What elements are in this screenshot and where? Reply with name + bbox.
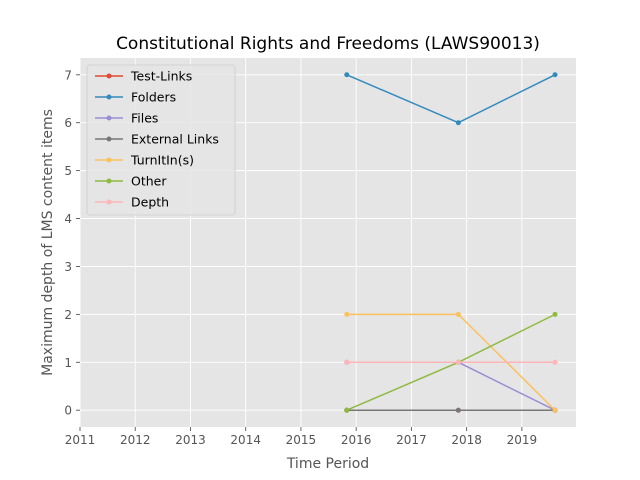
x-tick-label: 2013 <box>175 433 206 447</box>
y-axis-label: Maximum depth of LMS content items <box>40 109 56 376</box>
y-tick-label: 5 <box>64 164 72 178</box>
y-tick-label: 1 <box>64 356 72 370</box>
data-point <box>455 407 461 413</box>
y-tick-label: 0 <box>64 404 72 418</box>
series-group <box>344 72 558 413</box>
y-tick-label: 2 <box>64 308 72 322</box>
legend-label: Files <box>131 111 158 126</box>
legend-label: Depth <box>131 195 169 210</box>
legend-marker <box>106 157 112 163</box>
data-point <box>552 407 558 413</box>
x-tick-label: 2012 <box>120 433 151 447</box>
series-turnitin-s <box>344 311 558 413</box>
legend-label: Folders <box>131 90 176 105</box>
chart-title: Constitutional Rights and Freedoms (LAWS… <box>116 34 540 54</box>
data-point <box>344 311 350 317</box>
y-tick-label: 7 <box>64 68 72 82</box>
y-tick-label: 6 <box>64 116 72 130</box>
data-point <box>455 359 461 365</box>
series-folders <box>344 72 558 126</box>
ticks: 2011 2012 2013 2014 2015 2016 2017 2018 2019 0 1 2 3… <box>64 68 537 447</box>
legend-marker <box>106 73 112 79</box>
x-tick-label: 2016 <box>341 433 372 447</box>
x-tick-label: 2019 <box>507 433 538 447</box>
x-tick-label: 2011 <box>65 433 96 447</box>
x-tick-label: 2015 <box>286 433 317 447</box>
legend-marker <box>106 178 112 184</box>
data-point <box>455 120 461 126</box>
x-axis-label: Time Period <box>286 456 369 472</box>
data-point <box>344 72 350 78</box>
legend-box <box>86 64 236 216</box>
legend: Test-Links Folders Files External Links Turn… <box>86 64 236 216</box>
x-tick-label: 2014 <box>230 433 261 447</box>
data-point <box>552 359 558 365</box>
legend-label: Test-Links <box>130 69 192 84</box>
legend-marker <box>106 94 112 100</box>
series-depth <box>344 359 558 365</box>
data-point <box>552 311 558 317</box>
legend-label: External Links <box>131 132 219 147</box>
legend-label: TurnItIn(s) <box>130 153 194 168</box>
data-point <box>344 359 350 365</box>
legend-label: Other <box>131 174 167 189</box>
legend-marker <box>106 136 112 142</box>
y-tick-label: 4 <box>64 212 72 226</box>
x-tick-label: 2018 <box>451 433 482 447</box>
data-point <box>455 311 461 317</box>
data-point <box>552 72 558 78</box>
y-tick-label: 3 <box>64 260 72 274</box>
legend-marker <box>106 115 112 121</box>
data-point <box>344 407 350 413</box>
legend-marker <box>106 199 112 205</box>
x-tick-label: 2017 <box>396 433 427 447</box>
